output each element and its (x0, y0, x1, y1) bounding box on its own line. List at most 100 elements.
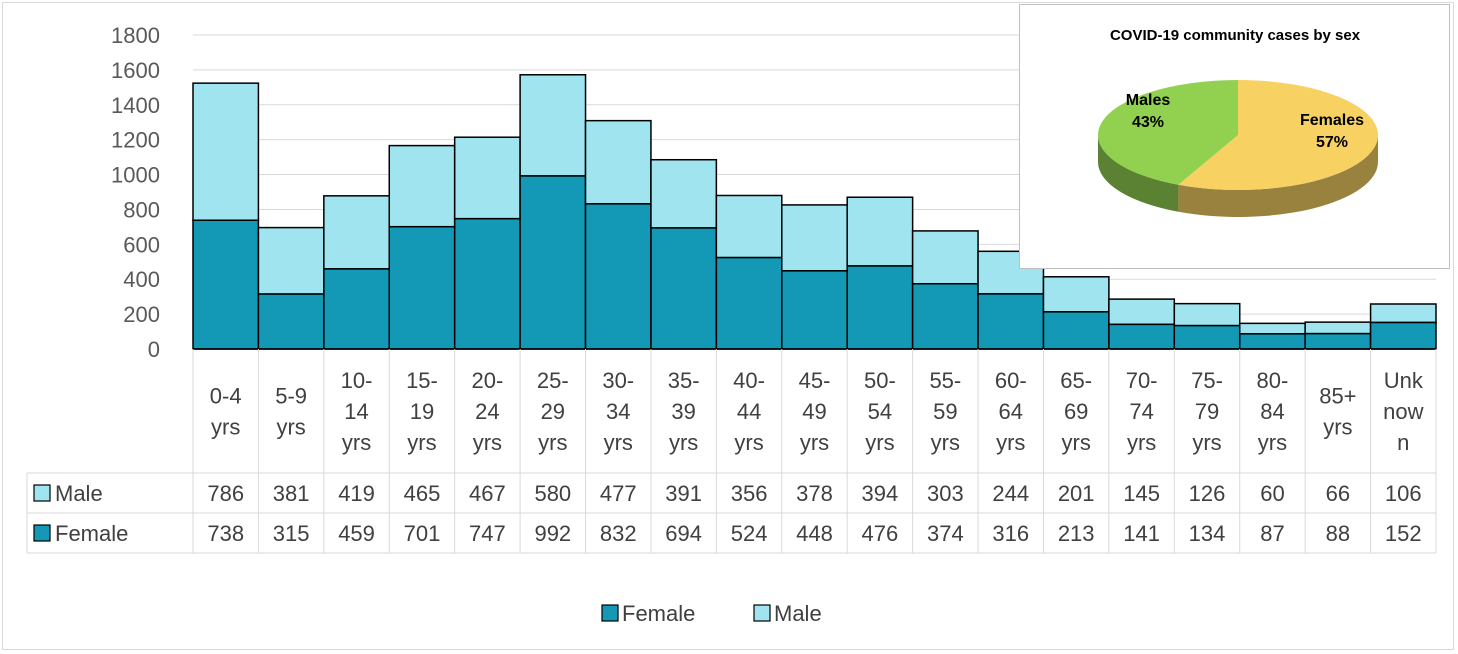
bar-male (715, 194, 783, 259)
table-cell-value: 244 (992, 481, 1029, 506)
bar-male (1173, 302, 1241, 327)
table-cell-value: 201 (1058, 481, 1095, 506)
table-cell-value: 303 (927, 481, 964, 506)
y-tick-label: 400 (123, 267, 160, 292)
row-header: Female (55, 521, 128, 546)
category-label: 29 (541, 399, 565, 424)
category-label: 45- (799, 368, 831, 393)
category-label: 65- (1060, 368, 1092, 393)
category-label: 14 (344, 399, 368, 424)
bar-male (781, 204, 848, 272)
table-cell-value: 476 (862, 521, 899, 546)
category-label: yrs (211, 415, 240, 440)
category-label: yrs (473, 430, 502, 455)
category-label: yrs (669, 430, 698, 455)
category-label: 60- (995, 368, 1027, 393)
category-label: 5-9 (275, 384, 307, 409)
data-table: 0-4 yrs 5-9 yrs 10- 14 yrs 15- 19 yrs 20- 24 yrs 25- 2… (26, 349, 1437, 554)
category-label: 40- (733, 368, 765, 393)
bar-female (257, 293, 325, 350)
category-label: 49 (802, 399, 826, 424)
pie-slice-males (1098, 80, 1238, 185)
table-cell-value: 832 (600, 521, 637, 546)
category-label: now (1383, 399, 1423, 424)
bars (192, 74, 1437, 350)
category-label: 30- (602, 368, 634, 393)
legend-key (601, 604, 619, 622)
y-tick-label: 600 (123, 232, 160, 257)
bar-female (781, 270, 848, 350)
legend-label: Female (622, 601, 695, 626)
table-cell-value: 524 (731, 521, 768, 546)
pie-label-name: Females (1300, 112, 1364, 129)
category-label: 44 (737, 399, 761, 424)
category-label: yrs (604, 430, 633, 455)
table-cell-value: 467 (469, 481, 506, 506)
table-cell-value: 374 (927, 521, 964, 546)
category-label: 54 (868, 399, 892, 424)
bar-female (846, 265, 914, 350)
legend: Female Male (601, 601, 822, 626)
category-label: yrs (407, 430, 436, 455)
category-label: 74 (1129, 399, 1153, 424)
table-cell-value: 992 (534, 521, 571, 546)
category-label: yrs (1323, 415, 1352, 440)
table-cell-value: 126 (1189, 481, 1226, 506)
bar-male (1238, 322, 1306, 335)
bar-male (519, 74, 587, 177)
table-cell-value: 213 (1058, 521, 1095, 546)
category-label: n (1397, 430, 1409, 455)
category-label: 35- (668, 368, 700, 393)
table-cell-value: 419 (338, 481, 375, 506)
category-label: 20- (471, 368, 503, 393)
category-label: 25- (537, 368, 569, 393)
pie-label-name: Males (1126, 92, 1171, 109)
y-tick-label: 1000 (111, 163, 160, 188)
bar-male (192, 82, 260, 222)
table-cell-value: 477 (600, 481, 637, 506)
category-label: 50- (864, 368, 896, 393)
y-tick-label: 1600 (111, 58, 160, 83)
table-cell-value: 106 (1385, 481, 1422, 506)
category-label: yrs (1192, 430, 1221, 455)
table-cell-value: 391 (665, 481, 702, 506)
bar-female (650, 227, 718, 350)
category-label: yrs (1062, 430, 1091, 455)
category-label: 64 (999, 399, 1023, 424)
y-tick-label: 1400 (111, 93, 160, 118)
category-label: yrs (865, 430, 894, 455)
pie-slice-females (1178, 80, 1378, 190)
category-label: yrs (538, 430, 567, 455)
table-cell-value: 747 (469, 521, 506, 546)
category-label: yrs (800, 430, 829, 455)
row-header: Male (55, 481, 103, 506)
pie-label-percent: 57% (1316, 134, 1348, 151)
bar-female (1369, 321, 1437, 350)
bar-female (388, 225, 456, 350)
category-label: 69 (1064, 399, 1088, 424)
category-label: yrs (276, 415, 305, 440)
table-cell-value: 378 (796, 481, 833, 506)
pie-label-percent: 43% (1132, 114, 1164, 131)
bar-male (453, 136, 521, 220)
pie-chart: COVID-19 community cases by sex Females 5… (1098, 27, 1378, 217)
row-legend-key (33, 524, 51, 542)
category-label: yrs (1127, 430, 1156, 455)
bar-male (1304, 321, 1372, 335)
category-label: yrs (1258, 430, 1287, 455)
category-label: 79 (1195, 399, 1219, 424)
category-label: yrs (996, 430, 1025, 455)
table-cell-value: 152 (1385, 521, 1422, 546)
y-tick-label: 0 (148, 337, 160, 362)
pie-slice-side (1178, 135, 1378, 217)
table-cell-value: 87 (1260, 521, 1284, 546)
category-label: 15- (406, 368, 438, 393)
bar-female (192, 219, 260, 350)
bar-female (519, 175, 587, 350)
category-label: 10- (341, 368, 373, 393)
table-cell-value: 141 (1123, 521, 1160, 546)
category-label: 59 (933, 399, 957, 424)
pie-chart-inset: COVID-19 community cases by sex Females 5… (1019, 4, 1450, 269)
table-cell-value: 394 (862, 481, 899, 506)
y-tick-label: 1800 (111, 23, 160, 48)
